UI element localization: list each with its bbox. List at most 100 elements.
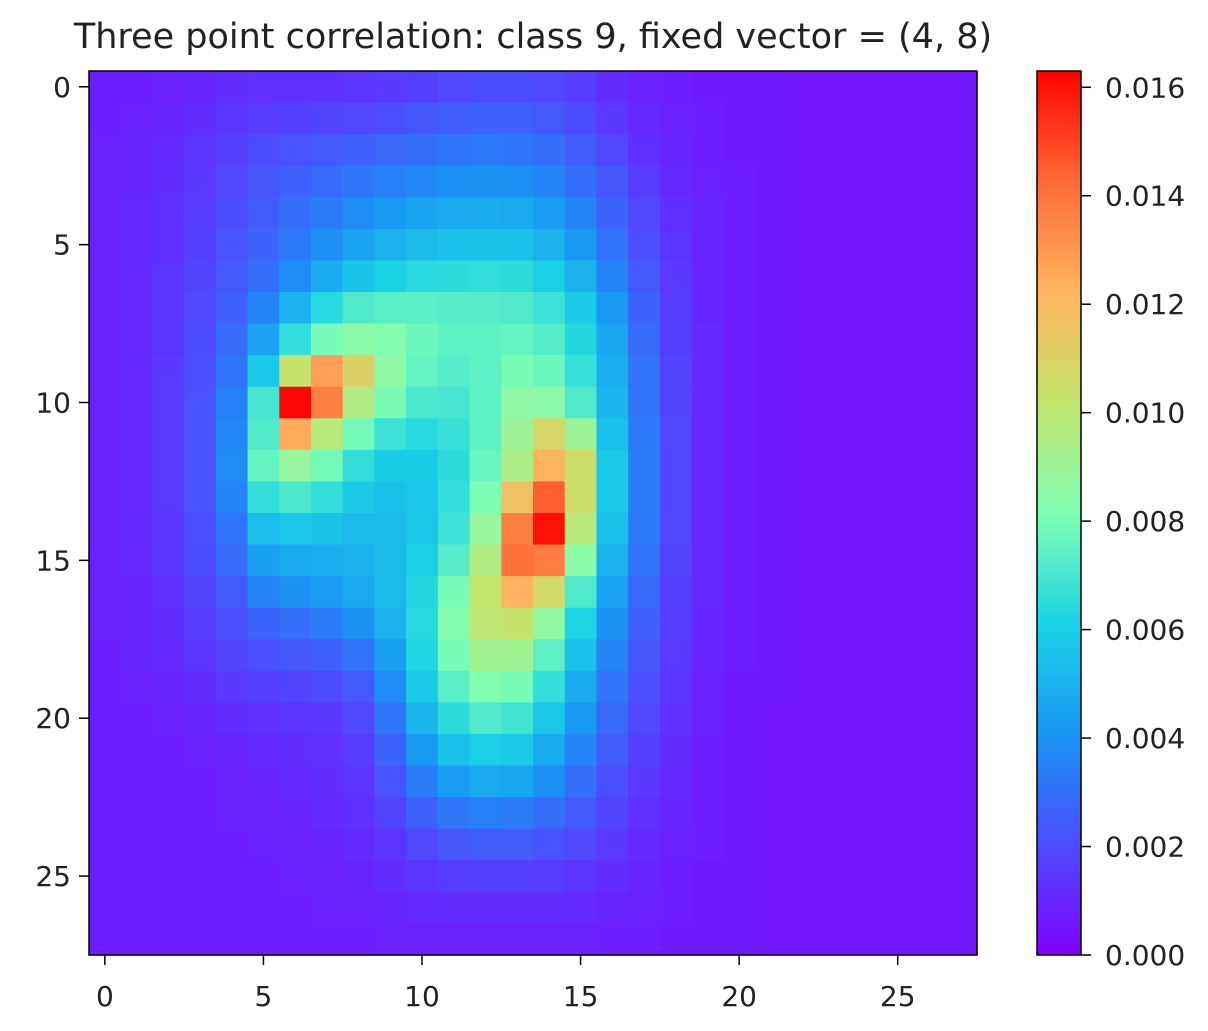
heatmap-cell: [437, 828, 471, 861]
heatmap-cell: [342, 639, 376, 672]
heatmap-cell: [818, 797, 851, 830]
heatmap-cell: [786, 513, 820, 546]
heatmap-cell: [215, 513, 249, 546]
heatmap-cell: [342, 71, 376, 104]
heatmap-cell: [596, 228, 629, 262]
heatmap-cell: [913, 165, 946, 198]
heatmap-cell: [89, 260, 122, 293]
heatmap-cell: [311, 449, 344, 483]
heatmap-cell: [469, 292, 502, 325]
heatmap-cell: [659, 197, 693, 230]
heatmap-cell: [723, 197, 756, 230]
heatmap-cell: [184, 765, 217, 798]
heatmap-cell: [596, 134, 629, 167]
heatmap-cell: [152, 228, 185, 262]
heatmap-cell: [437, 891, 471, 925]
heatmap-cell: [215, 481, 249, 514]
heatmap-cell: [184, 670, 217, 704]
heatmap-cell: [501, 765, 534, 798]
heatmap-cell: [596, 734, 629, 767]
heatmap-cell: [755, 418, 788, 451]
heatmap-cell: [342, 891, 376, 925]
heatmap-cell: [850, 891, 883, 925]
heatmap-cell: [723, 828, 756, 861]
heatmap-cell: [596, 702, 629, 735]
heatmap-cell: [342, 702, 376, 735]
heatmap-cell: [469, 860, 502, 893]
heatmap-cell: [342, 102, 376, 135]
heatmap-cell: [881, 513, 915, 546]
heatmap-cell: [881, 260, 915, 293]
heatmap-cell: [564, 513, 598, 546]
heatmap-cell: [469, 228, 502, 262]
heatmap-cell: [437, 323, 471, 356]
heatmap-cell: [691, 134, 724, 167]
heatmap-cell: [755, 71, 788, 104]
heatmap-cell: [723, 923, 756, 956]
heatmap-cell: [564, 797, 598, 830]
heatmap-cell: [501, 134, 534, 167]
heatmap-cell: [501, 197, 534, 230]
heatmap-cell: [215, 923, 249, 956]
heatmap-cell: [437, 923, 471, 956]
heatmap-cell: [342, 228, 376, 262]
heatmap-cell: [913, 797, 946, 830]
heatmap-cell: [564, 670, 598, 704]
heatmap-cell: [406, 481, 439, 514]
heatmap-cell: [501, 797, 534, 830]
heatmap-cell: [628, 544, 661, 577]
heatmap-cell: [89, 481, 122, 514]
colorbar-tick-label: 0.016: [1105, 71, 1185, 104]
heatmap-cell: [120, 828, 154, 861]
heatmap-cell: [374, 765, 407, 798]
heatmap-cell: [945, 228, 978, 262]
heatmap-cell: [913, 765, 946, 798]
heatmap-cell: [469, 639, 502, 672]
heatmap-cell: [437, 481, 471, 514]
heatmap-cell: [120, 481, 154, 514]
colorbar-tick-label: 0.014: [1105, 180, 1185, 213]
heatmap-cell: [564, 607, 598, 640]
heatmap-cell: [691, 197, 724, 230]
heatmap-cell: [691, 260, 724, 293]
heatmap-cell: [152, 670, 185, 704]
heatmap-cell: [215, 702, 249, 735]
heatmap-cell: [437, 797, 471, 830]
heatmap-cell: [311, 513, 344, 546]
heatmap-cell: [723, 228, 756, 262]
heatmap-cell: [564, 134, 598, 167]
heatmap-cell: [659, 702, 693, 735]
heatmap-cell: [311, 323, 344, 356]
heatmap-cell: [437, 576, 471, 609]
heatmap-cell: [945, 355, 978, 388]
heatmap-cell: [215, 292, 249, 325]
heatmap-cell: [469, 828, 502, 861]
heatmap-cell: [501, 481, 534, 514]
heatmap-cell: [184, 134, 217, 167]
heatmap-cell: [533, 923, 566, 956]
heatmap-cell: [564, 260, 598, 293]
heatmap-cell: [723, 797, 756, 830]
heatmap-cell: [628, 102, 661, 135]
heatmap-cell: [755, 165, 788, 198]
heatmap-cell: [184, 513, 217, 546]
heatmap-cell: [215, 734, 249, 767]
heatmap-cell: [913, 418, 946, 451]
heatmap-cell: [818, 702, 851, 735]
heatmap-cell: [437, 765, 471, 798]
heatmap-cell: [755, 765, 788, 798]
heatmap-cell: [501, 449, 534, 483]
heatmap-cell: [564, 102, 598, 135]
heatmap-cell: [723, 860, 756, 893]
heatmap-cell: [184, 891, 217, 925]
heatmap-cell: [659, 576, 693, 609]
heatmap-cell: [533, 197, 566, 230]
heatmap-cell: [247, 828, 280, 861]
heatmap-cell: [850, 228, 883, 262]
heatmap-cell: [596, 418, 629, 451]
heatmap-cell: [913, 481, 946, 514]
heatmap-cell: [723, 891, 756, 925]
heatmap-cell: [850, 102, 883, 135]
heatmap-cell: [247, 134, 280, 167]
heatmap-cell: [628, 828, 661, 861]
